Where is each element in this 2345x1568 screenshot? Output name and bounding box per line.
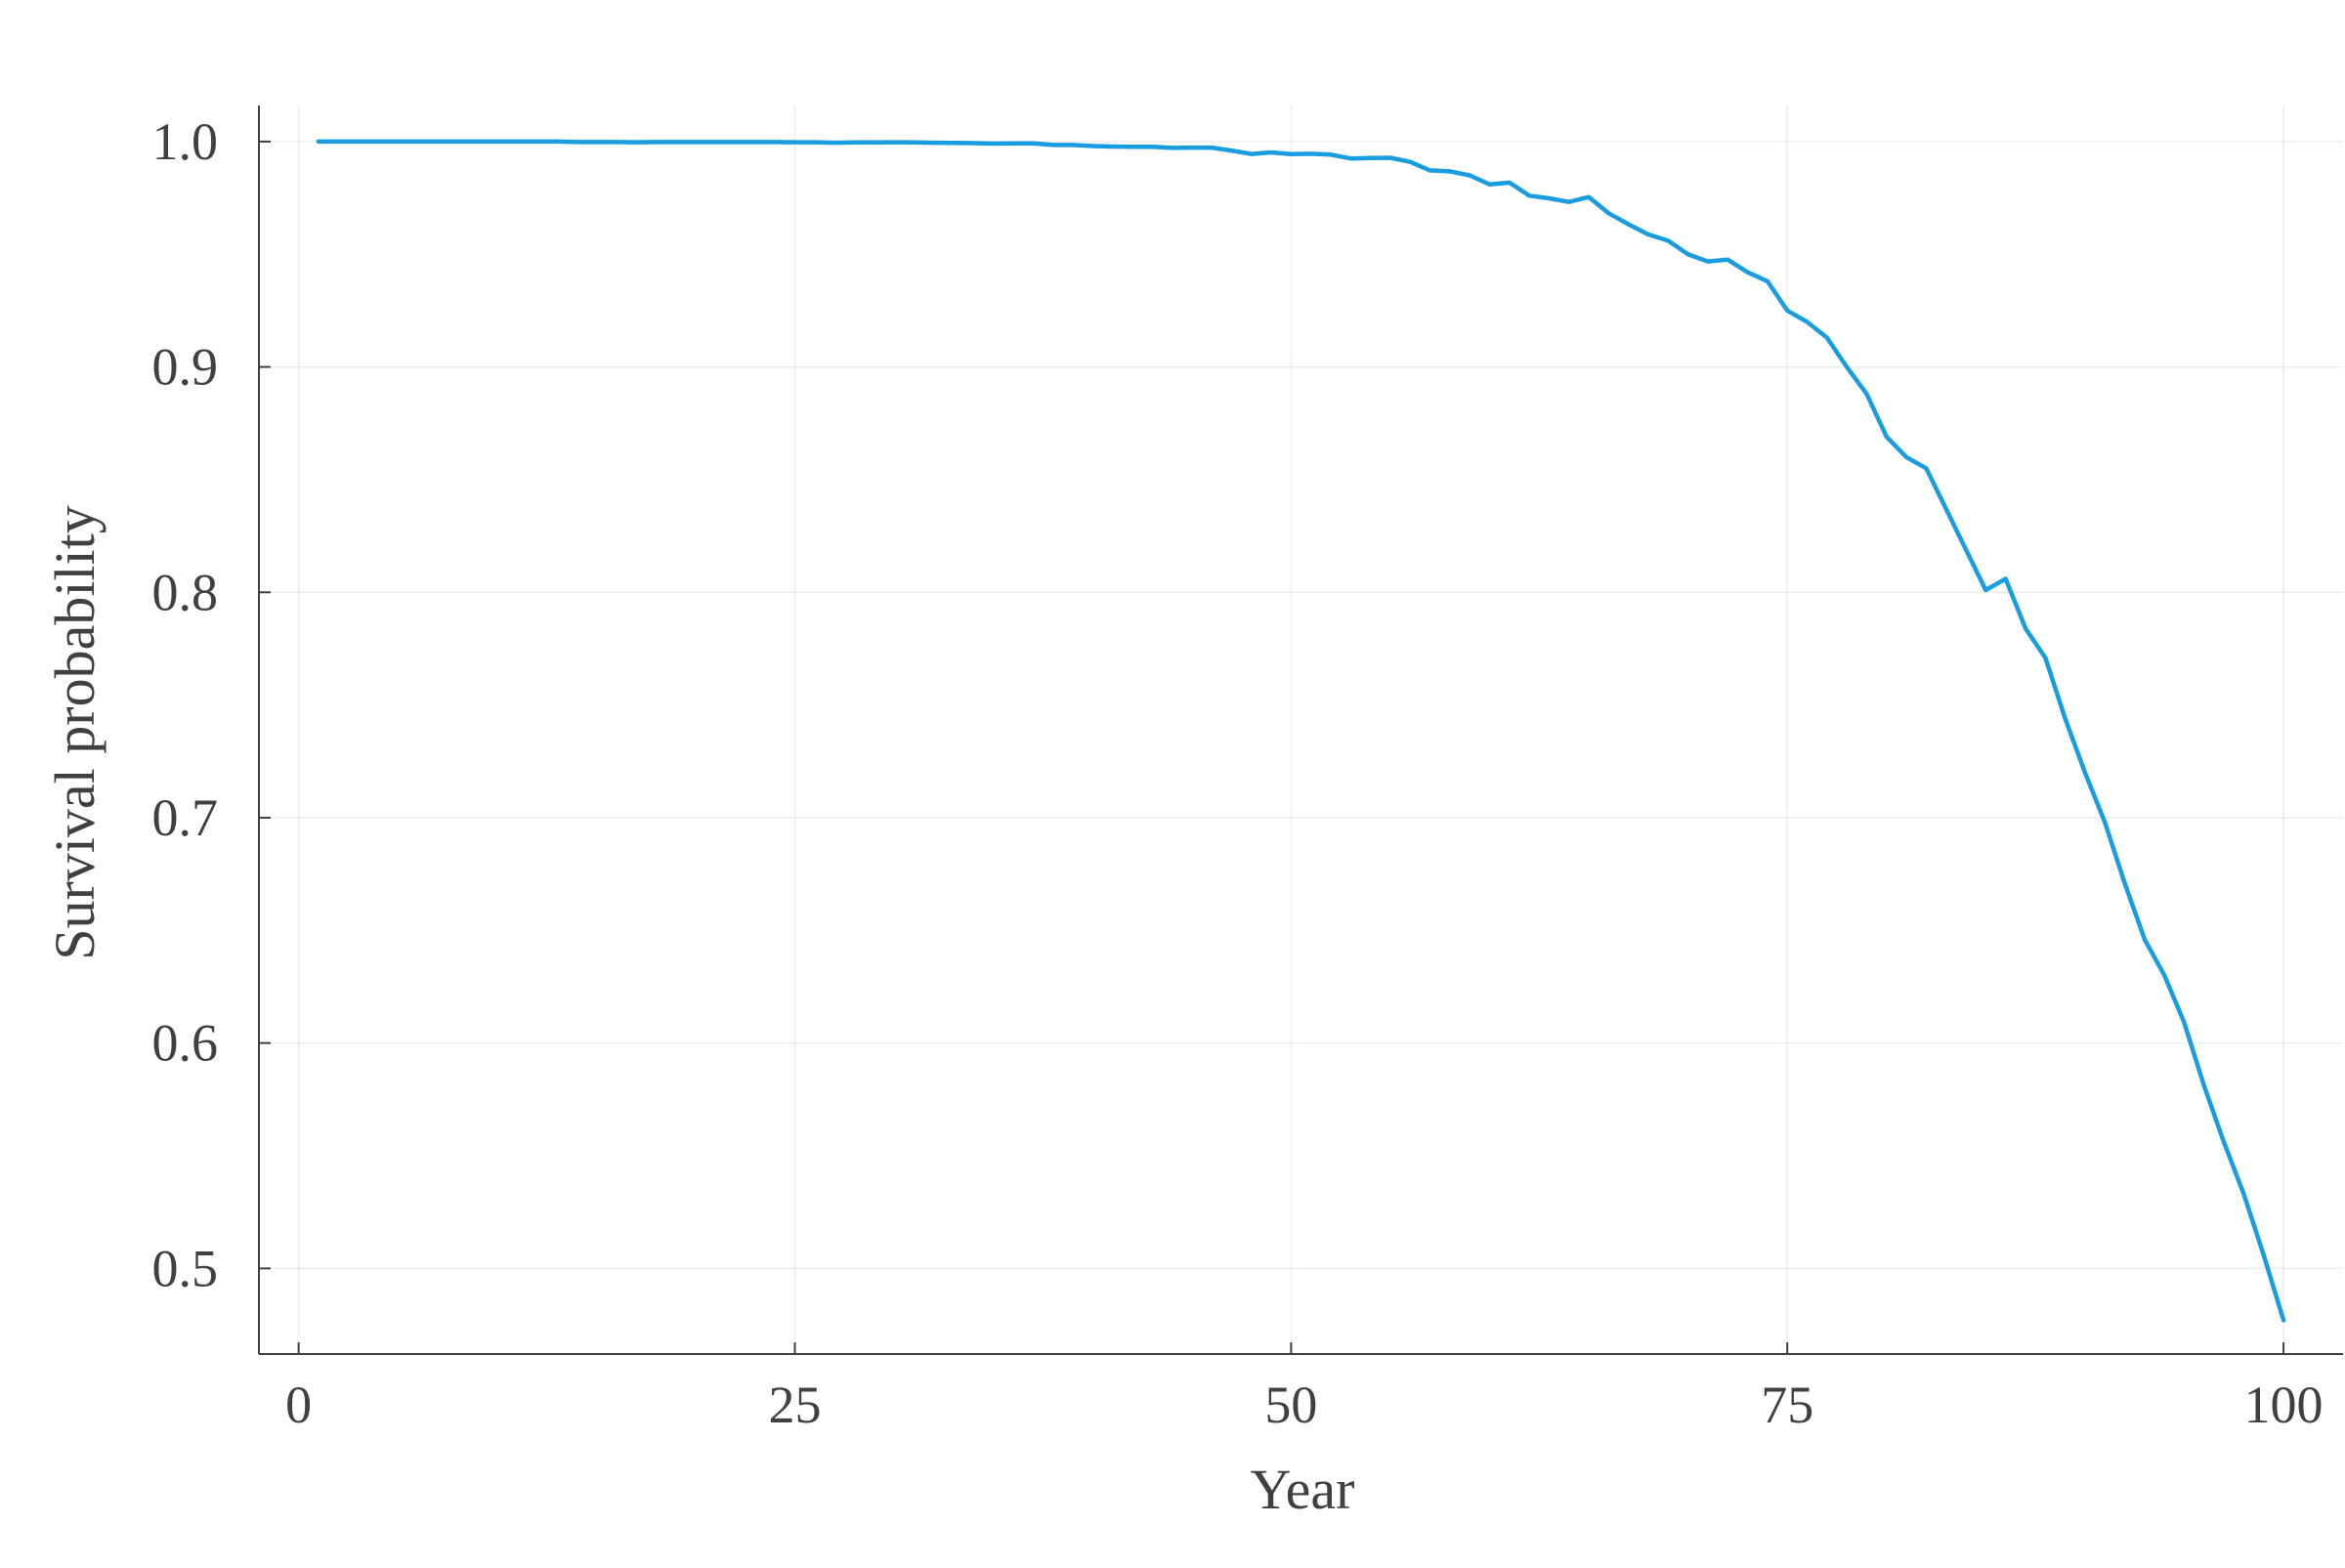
x-axis-ticks: 0 25 50 75 100 bbox=[285, 1342, 2324, 1434]
y-tick-label: 1.0 bbox=[152, 112, 219, 171]
y-axis-ticks: 0.5 0.6 0.7 0.8 0.9 1.0 bbox=[152, 112, 271, 1297]
y-tick-label: 0.9 bbox=[152, 338, 219, 397]
y-axis-title: Survival probability bbox=[43, 505, 107, 960]
y-tick-label: 0.7 bbox=[152, 788, 219, 847]
gridlines bbox=[259, 106, 2343, 1354]
y-tick-label: 0.5 bbox=[152, 1239, 219, 1297]
x-tick-label: 0 bbox=[285, 1376, 312, 1434]
series-layer bbox=[316, 139, 2286, 1323]
y-tick-label: 0.6 bbox=[152, 1014, 219, 1073]
x-tick-label: 50 bbox=[1264, 1376, 1317, 1434]
series-line-survival bbox=[316, 139, 2286, 1323]
x-tick-label: 75 bbox=[1761, 1376, 1813, 1434]
x-tick-label: 25 bbox=[768, 1376, 821, 1434]
y-tick-label: 0.8 bbox=[152, 563, 219, 621]
x-tick-label: 100 bbox=[2244, 1376, 2324, 1434]
x-axis-title: Year bbox=[1251, 1458, 1355, 1521]
axes bbox=[258, 106, 2343, 1355]
